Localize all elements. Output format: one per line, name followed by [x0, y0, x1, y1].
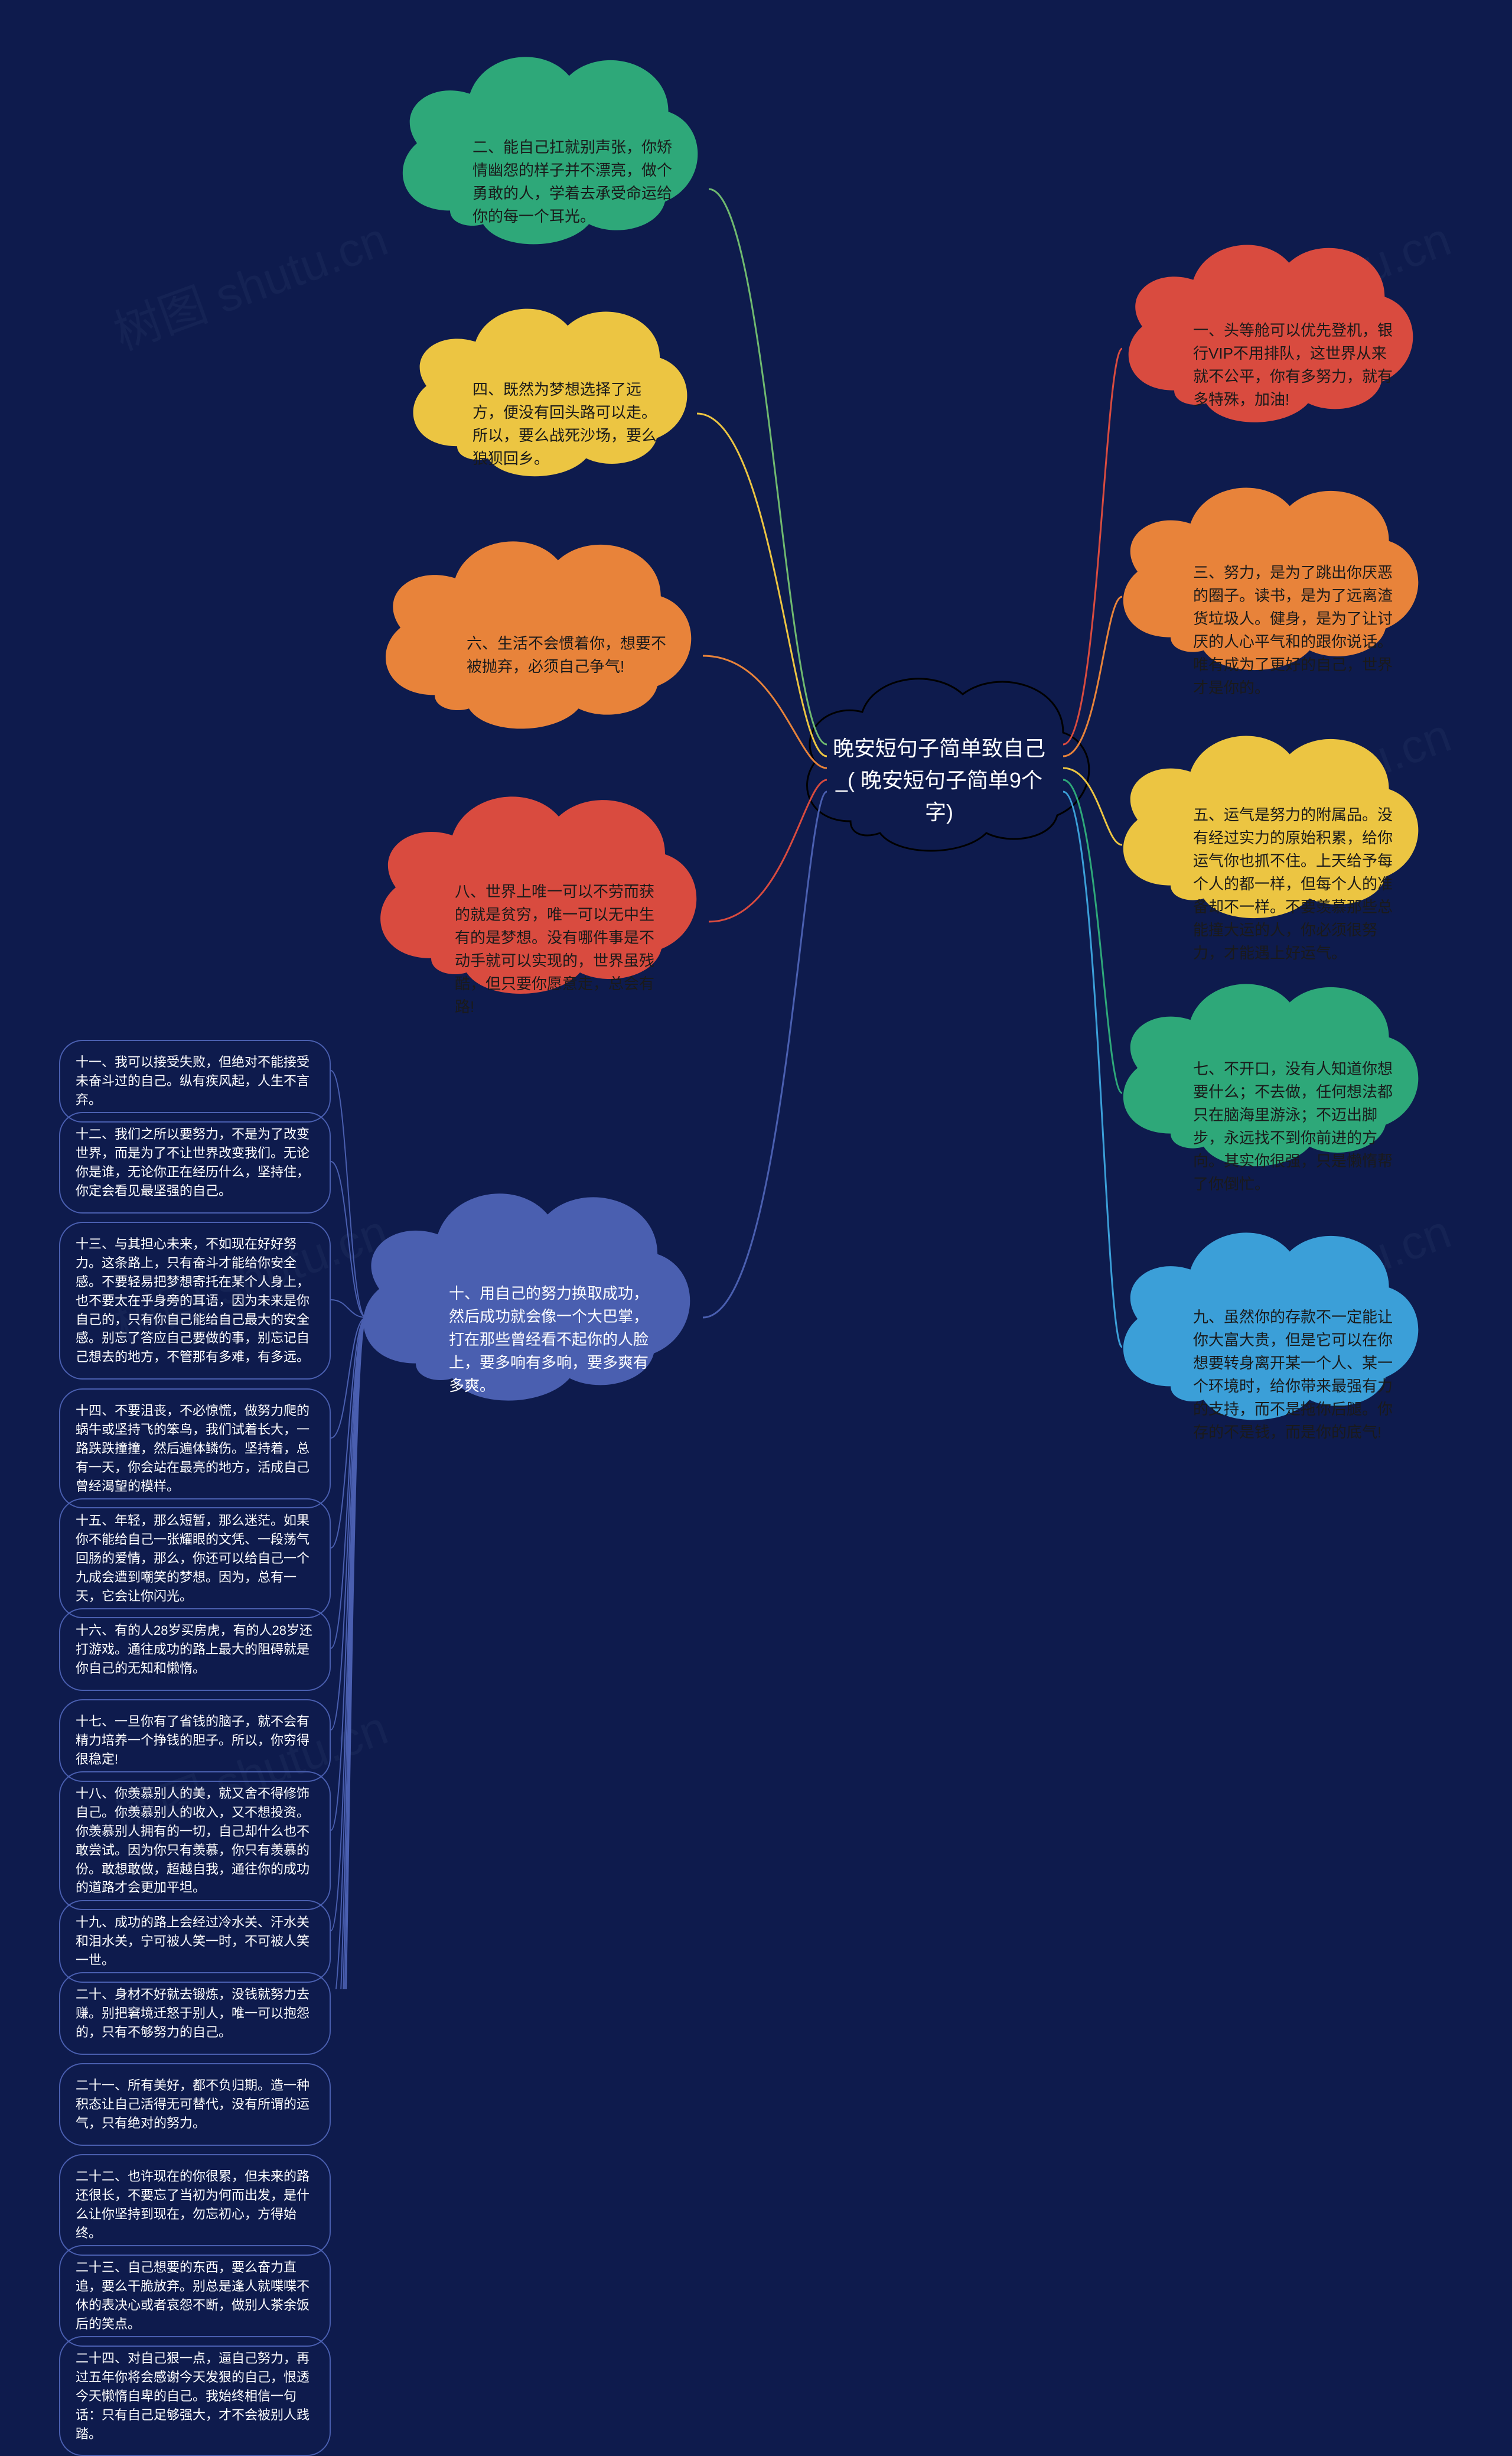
s19: 十九、成功的路上会经过冷水关、汗水关和泪水关，宁可被人笑一时，不可被人笑一世。 — [59, 1900, 331, 1983]
s20: 二十、身材不好就去锻炼，没钱就努力去赚。别把窘境迁怒于别人，唯一可以抱怨的，只有… — [59, 1972, 331, 2055]
s12: 十二、我们之所以要努力，不是为了改变世界，而是为了不让世界改变我们。无论你是谁，… — [59, 1112, 331, 1214]
s17: 十七、一旦你有了省钱的脑子，就不会有精力培养一个挣钱的胆子。所以，你穷得很稳定! — [59, 1699, 331, 1782]
lc4-text: 四、既然为梦想选择了远方，便没有回头路可以走。所以，要么战死沙场，要么狼狈回乡。 — [472, 378, 667, 470]
s11: 十一、我可以接受失败，但绝对不能接受未奋斗过的自己。纵有疾风起，人生不言弃。 — [59, 1040, 331, 1123]
rc3-text: 三、努力，是为了跳出你厌恶的圈子。读书，是为了远离渣货垃圾人。健身，是为了让讨厌… — [1193, 561, 1400, 700]
rc5-text: 五、运气是努力的附属品。没有经过实力的原始积累，给你运气你也抓不住。上天给予每个… — [1193, 804, 1400, 965]
lc10-text: 十、用自己的努力换取成功，然后成功就会像一个大巴掌，打在那些曾经看不起你的人脸上… — [449, 1282, 656, 1397]
lc2-text: 二、能自己扛就别声张，你矫情幽怨的样子并不漂亮，做个勇敢的人，学着去承受命运给你… — [472, 136, 673, 228]
s23: 二十三、自己想要的东西，要么奋力直追，要么干脆放弃。别总是逢人就喋喋不休的表决心… — [59, 2245, 331, 2347]
rc9-text: 九、虽然你的存款不一定能让你大富大贵，但是它可以在你想要转身离开某一个人、某一个… — [1193, 1306, 1400, 1444]
center-title: 晚安短句子简单致自己_( 晚安短句子简单9个字) — [827, 733, 1051, 828]
s16: 十六、有的人28岁买房虎，有的人28岁还打游戏。通往成功的路上最大的阻碍就是你自… — [59, 1608, 331, 1691]
s15: 十五、年轻，那么短暂，那么迷茫。如果你不能给自己一张耀眼的文凭、一段荡气回肠的爱… — [59, 1498, 331, 1618]
s13: 十三、与其担心未来，不如现在好好努力。这条路上，只有奋斗才能给你安全感。不要轻易… — [59, 1222, 331, 1380]
s14: 十四、不要沮丧，不必惊慌，做努力爬的蜗牛或坚持飞的笨鸟，我们试着长大，一路跌跌撞… — [59, 1388, 331, 1508]
rc1-text: 一、头等舱可以优先登机，银行VIP不用排队，这世界从来就不公平，你有多努力，就有… — [1193, 319, 1394, 411]
rc7-text: 七、不开口，没有人知道你想要什么；不去做，任何想法都只在脑海里游泳；不迈出脚步，… — [1193, 1058, 1400, 1196]
watermark: 树图 shutu.cn — [103, 201, 396, 364]
s22: 二十二、也许现在的你很累，但未来的路还很长，不要忘了当初为何而出发，是什么让你坚… — [59, 2154, 331, 2256]
lc8-text: 八、世界上唯一可以不劳而获的就是贫穷，唯一可以无中生有的是梦想。没有哪件事是不动… — [455, 880, 662, 1019]
s21: 二十一、所有美好，都不负归期。造一种积态让自己活得无可替代，没有所谓的运气，只有… — [59, 2063, 331, 2146]
lc6-text: 六、生活不会惯着你，想要不被抛弃，必须自己争气! — [467, 632, 667, 678]
s18: 十八、你羡慕别人的美，就又舍不得修饰自己。你羡慕别人的收入，又不想投资。你羡慕别… — [59, 1771, 331, 1910]
s24: 二十四、对自己狠一点，逼自己努力，再过五年你将会感谢今天发狠的自己，恨透今天懒惰… — [59, 2336, 331, 2456]
